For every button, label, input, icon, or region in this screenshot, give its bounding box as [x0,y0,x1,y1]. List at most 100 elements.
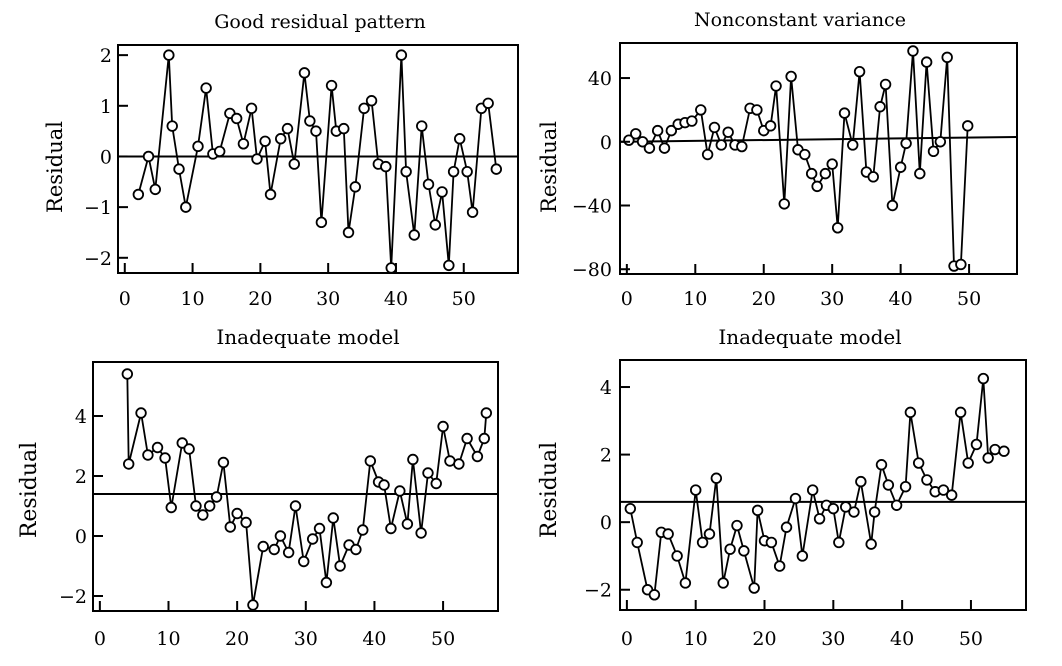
data-point [813,513,826,525]
residual-series-line [126,373,488,606]
data-point [945,489,958,501]
data-point [385,522,397,535]
residual-series-line [137,55,498,268]
y-axis-ticks: 40 0 −40 −80 [572,68,630,281]
data-point [879,78,892,91]
data-point [703,528,716,540]
data-point [231,507,243,520]
y-tick-label: 0 [600,512,612,534]
data-point [135,407,147,419]
data-point [334,560,346,572]
data-point [298,555,310,568]
data-point [224,521,236,533]
y-tick-label: −80 [572,259,612,281]
data-point [422,178,435,191]
y-tick-label: 4 [75,406,87,428]
data-point [921,474,933,486]
residual-series-line [628,50,969,268]
data-point [874,101,886,113]
data-point [764,120,777,132]
data-point [422,467,434,479]
data-point [695,104,707,116]
data-point [848,506,860,518]
panel-inadequate-model-left: Inadequate model Residual 0 10 20 30 40 50 42… [17,325,499,650]
data-point [658,142,671,154]
data-markers [624,372,1010,601]
data-point [904,406,917,419]
y-tick-label: 40 [588,68,612,90]
data-point [989,443,1001,456]
data-markers [132,49,503,274]
data-point [259,135,271,147]
data-point [429,219,441,231]
data-point [264,188,277,201]
data-point [315,216,328,229]
data-point [121,368,134,380]
data-point [203,500,216,512]
data-point [920,56,933,68]
data-point [358,102,370,115]
data-point [962,457,974,469]
data-point [142,449,154,461]
data-point [320,576,333,589]
data-point [163,49,175,61]
x-tick-label: 30 [316,288,340,310]
data-point [882,479,895,491]
data-point [636,136,649,148]
y-tick-label: 0 [600,132,612,154]
y-tick-label: −40 [572,195,612,217]
data-point [833,536,845,549]
y-tick-label: 2 [600,445,612,467]
data-point [671,550,683,562]
data-point [401,518,414,530]
data-point [443,259,455,272]
data-point [281,122,294,135]
panel-good-residual-pattern: Good residual pattern Residual 0 10 20 30 40… [43,11,519,310]
x-tick-label: 50 [957,288,981,310]
x-tick-label: 0 [94,628,106,650]
data-point [785,70,797,83]
y-tick-label: 2 [100,45,112,67]
data-point [708,121,721,134]
data-point [847,139,859,151]
data-point [313,522,326,535]
data-point [461,432,473,445]
data-point [954,406,967,419]
data-point [400,165,412,178]
data-point [430,477,442,490]
data-point [357,524,369,536]
data-point [240,516,252,529]
data-point [624,502,637,515]
data-point [282,546,295,559]
data-point [415,527,427,539]
data-point [247,599,259,611]
x-axis-ticks: 0 10 20 30 40 50 [621,264,981,310]
x-tick-label: 50 [452,288,476,310]
data-point [197,509,209,521]
chart-title: Nonconstant variance [694,9,906,31]
x-tick-label: 40 [889,288,913,310]
data-point [149,183,161,196]
data-point [437,420,449,433]
chart-title: Inadequate model [718,325,901,349]
data-point [365,95,378,107]
data-point [962,120,974,132]
plot-frame [619,359,1027,611]
data-point [689,484,702,496]
data-point [453,458,465,470]
data-point [213,145,226,158]
data-point [899,480,912,493]
data-point [380,160,392,173]
data-point [132,188,145,201]
data-point [643,142,656,154]
data-point [122,458,135,470]
data-point [268,543,280,556]
data-point [912,457,925,469]
data-point [165,501,177,514]
data-markers [623,45,974,272]
data-point [142,150,155,163]
data-point [941,51,953,64]
data-point [970,438,983,451]
data-point [894,161,907,173]
data-point [686,115,698,127]
